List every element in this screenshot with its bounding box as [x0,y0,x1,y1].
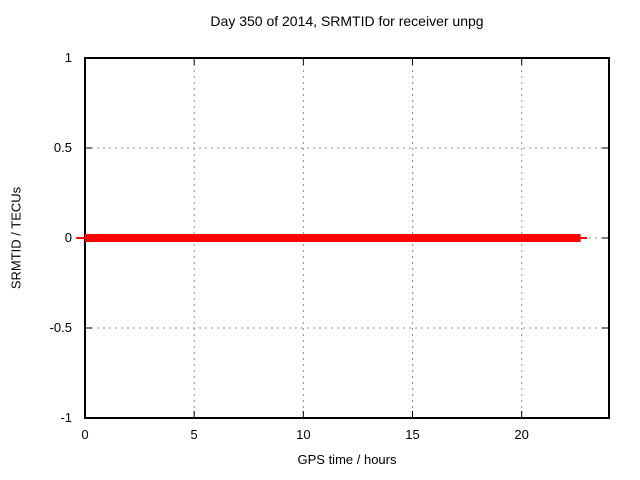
x-tick-label: 15 [405,427,420,442]
x-tick-label: 0 [81,427,89,442]
y-tick-label: -1 [60,410,72,425]
y-tick-label: 1 [64,50,72,65]
x-axis-label: GPS time / hours [297,452,397,467]
y-tick-label: 0 [64,230,72,245]
chart-title: Day 350 of 2014, SRMTID for receiver unp… [210,13,484,29]
y-tick-label: 0.5 [53,140,72,155]
x-tick-label: 5 [190,427,198,442]
y-tick-label: -0.5 [49,320,72,335]
x-tick-label: 10 [296,427,311,442]
x-tick-label: 20 [514,427,529,442]
